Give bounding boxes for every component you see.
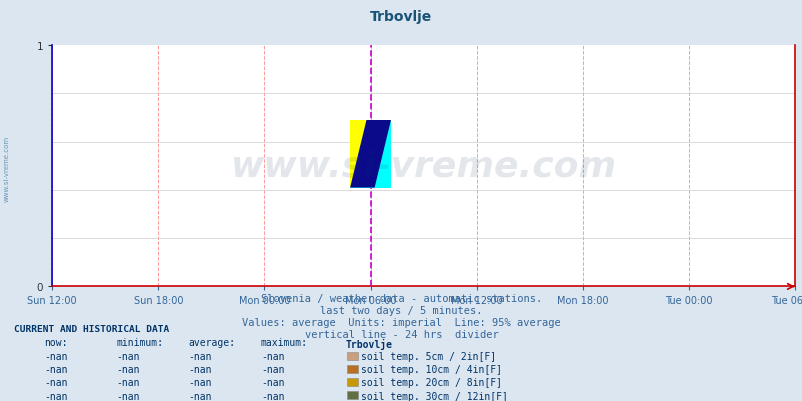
Text: now:: now: <box>44 338 67 348</box>
Text: -nan: -nan <box>116 364 140 374</box>
Text: www.si-vreme.com: www.si-vreme.com <box>230 150 616 183</box>
Text: -nan: -nan <box>44 391 67 401</box>
Text: -nan: -nan <box>44 377 67 387</box>
Polygon shape <box>350 121 391 188</box>
Text: CURRENT AND HISTORICAL DATA: CURRENT AND HISTORICAL DATA <box>14 324 169 333</box>
Text: -nan: -nan <box>261 351 284 361</box>
Text: average:: average: <box>188 338 236 348</box>
Text: soil temp. 20cm / 8in[F]: soil temp. 20cm / 8in[F] <box>361 377 502 387</box>
Text: -nan: -nan <box>261 391 284 401</box>
Text: soil temp. 30cm / 12in[F]: soil temp. 30cm / 12in[F] <box>361 391 508 401</box>
Text: Trbovlje: Trbovlje <box>370 10 432 24</box>
Text: vertical line - 24 hrs  divider: vertical line - 24 hrs divider <box>304 330 498 340</box>
Text: -nan: -nan <box>188 377 212 387</box>
Text: -nan: -nan <box>116 377 140 387</box>
Polygon shape <box>350 121 391 188</box>
Text: -nan: -nan <box>188 364 212 374</box>
Text: www.si-vreme.com: www.si-vreme.com <box>3 136 10 201</box>
Text: Trbovlje: Trbovlje <box>345 338 392 348</box>
Polygon shape <box>350 121 391 188</box>
Text: -nan: -nan <box>261 364 284 374</box>
Text: -nan: -nan <box>44 364 67 374</box>
Text: -nan: -nan <box>261 377 284 387</box>
Text: last two days / 5 minutes.: last two days / 5 minutes. <box>320 306 482 316</box>
Text: -nan: -nan <box>188 351 212 361</box>
Text: maximum:: maximum: <box>261 338 308 348</box>
Text: -nan: -nan <box>116 351 140 361</box>
Text: Values: average  Units: imperial  Line: 95% average: Values: average Units: imperial Line: 95… <box>242 318 560 328</box>
Text: soil temp. 10cm / 4in[F]: soil temp. 10cm / 4in[F] <box>361 364 502 374</box>
Text: -nan: -nan <box>188 391 212 401</box>
Text: minimum:: minimum: <box>116 338 164 348</box>
Text: soil temp. 5cm / 2in[F]: soil temp. 5cm / 2in[F] <box>361 351 496 361</box>
Text: Slovenia / weather data - automatic stations.: Slovenia / weather data - automatic stat… <box>261 294 541 304</box>
Text: -nan: -nan <box>116 391 140 401</box>
Text: -nan: -nan <box>44 351 67 361</box>
